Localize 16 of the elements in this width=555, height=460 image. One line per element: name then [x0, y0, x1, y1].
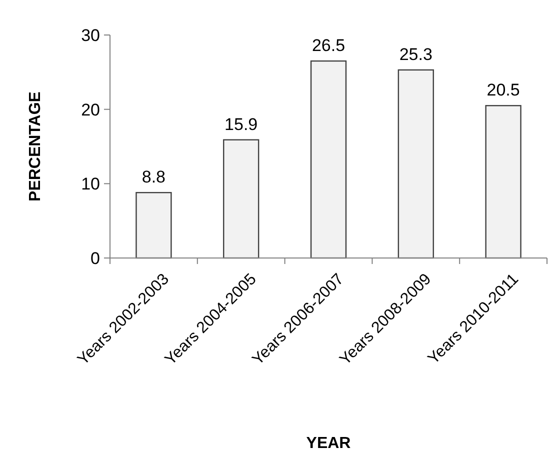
x-axis-title: YEAR: [306, 435, 352, 452]
data-label: 26.5: [312, 36, 346, 56]
data-label: 15.9: [224, 114, 258, 134]
data-label: 25.3: [399, 44, 432, 64]
y-tick-label: 20: [81, 100, 100, 120]
data-label: 20.5: [486, 80, 520, 100]
y-axis-title: PERCENTAGE: [27, 91, 44, 202]
data-label: 8.8: [142, 168, 166, 187]
y-tick-label: 30: [81, 26, 100, 45]
y-tick-label: 10: [81, 174, 100, 194]
bar: [398, 69, 434, 259]
bar: [310, 60, 347, 259]
bar: [223, 139, 260, 259]
bar: [485, 105, 522, 259]
bar: [136, 192, 172, 259]
y-tick-label: 0: [90, 248, 100, 268]
